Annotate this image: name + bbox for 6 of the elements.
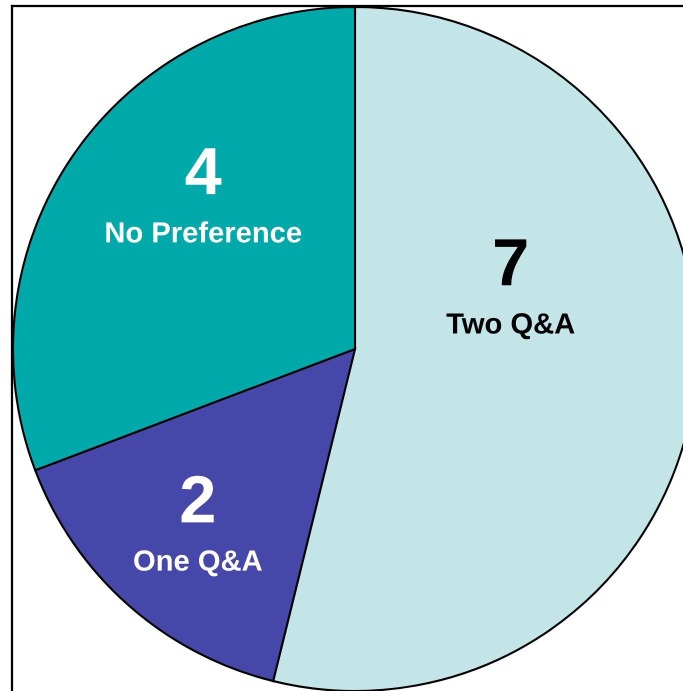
data-label: 7 bbox=[495, 239, 526, 286]
slice-label: No Preference bbox=[106, 221, 302, 243]
slice-label: One Q&A bbox=[134, 550, 262, 576]
data-label: 4 bbox=[186, 148, 222, 194]
data-label: 2 bbox=[182, 476, 214, 522]
slice-label: Two Q&A bbox=[446, 313, 574, 340]
